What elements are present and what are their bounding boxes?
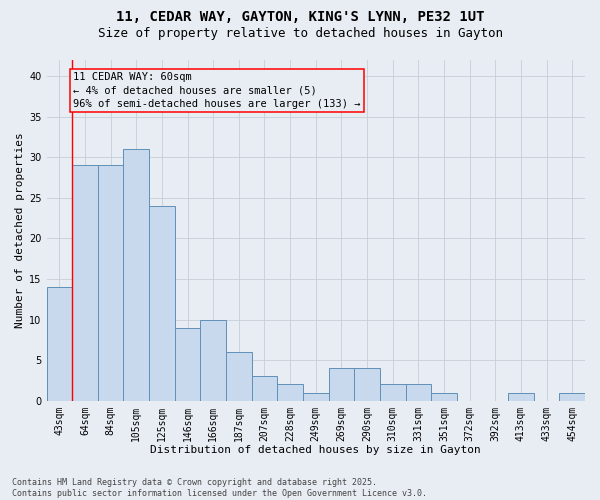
Bar [98, 166, 124, 400]
Text: Size of property relative to detached houses in Gayton: Size of property relative to detached ho… [97, 28, 503, 40]
Bar [559, 392, 585, 400]
Bar [380, 384, 406, 400]
Bar [406, 384, 431, 400]
Y-axis label: Number of detached properties: Number of detached properties [15, 132, 25, 328]
Bar [149, 206, 175, 400]
Bar [508, 392, 534, 400]
Bar [200, 320, 226, 400]
Text: Contains HM Land Registry data © Crown copyright and database right 2025.
Contai: Contains HM Land Registry data © Crown c… [12, 478, 427, 498]
Bar [47, 287, 72, 401]
Text: 11 CEDAR WAY: 60sqm
← 4% of detached houses are smaller (5)
96% of semi-detached: 11 CEDAR WAY: 60sqm ← 4% of detached hou… [73, 72, 361, 108]
Bar [431, 392, 457, 400]
Text: 11, CEDAR WAY, GAYTON, KING'S LYNN, PE32 1UT: 11, CEDAR WAY, GAYTON, KING'S LYNN, PE32… [116, 10, 484, 24]
Bar [277, 384, 303, 400]
Bar [329, 368, 354, 400]
Bar [175, 328, 200, 400]
Bar [303, 392, 329, 400]
Bar [226, 352, 251, 401]
Bar [354, 368, 380, 400]
Bar [124, 149, 149, 401]
X-axis label: Distribution of detached houses by size in Gayton: Distribution of detached houses by size … [151, 445, 481, 455]
Title: 11, CEDAR WAY, GAYTON, KING'S LYNN, PE32 1UT
Size of property relative to detach: 11, CEDAR WAY, GAYTON, KING'S LYNN, PE32… [0, 499, 1, 500]
Bar [251, 376, 277, 400]
Bar [72, 166, 98, 400]
